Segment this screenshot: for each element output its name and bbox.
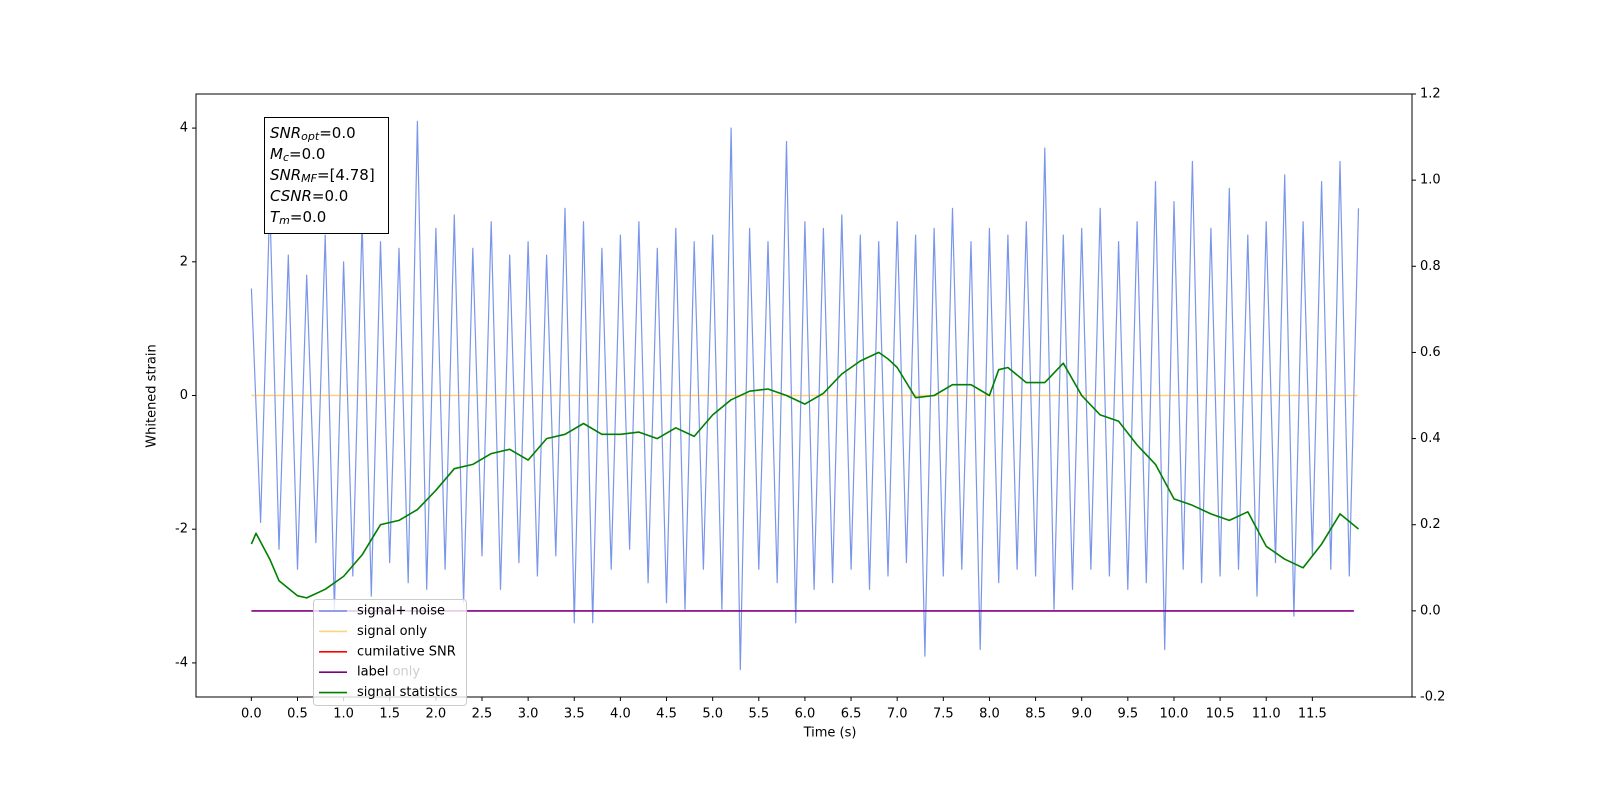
x-tick-label: 0.5 — [287, 707, 308, 722]
y2-tick-label: 0.6 — [1420, 345, 1441, 360]
legend-label: signal only — [357, 624, 427, 639]
x-tick-label: 0.0 — [241, 707, 262, 722]
info-line: SNRopt=0.0 — [270, 124, 356, 144]
x-tick-label: 3.0 — [518, 707, 539, 722]
info-value: =[4.78] — [317, 166, 375, 184]
x-axis-label: Time (s) — [803, 726, 857, 741]
x-tick-label: 5.0 — [702, 707, 723, 722]
y-axis-label: Whitened strain — [145, 344, 160, 447]
y-tick-label: 2 — [180, 254, 188, 269]
info-sub: MF — [301, 172, 317, 185]
info-symbol: SNR — [270, 124, 301, 142]
x-tick-label: 11.0 — [1252, 707, 1281, 722]
series-line — [250, 120, 1360, 671]
y2-tick-label: 0.4 — [1420, 431, 1441, 446]
x-tick-label: 10.0 — [1159, 707, 1188, 722]
series-line — [250, 351, 1360, 599]
y-tick-label: -4 — [175, 655, 188, 670]
x-tick-label: 2.5 — [472, 707, 493, 722]
legend-label: signal statistics — [357, 685, 458, 700]
x-tick-label: 7.5 — [933, 707, 954, 722]
x-tick-label: 5.5 — [748, 707, 769, 722]
y2-tick-label: 1.0 — [1420, 173, 1441, 188]
x-tick-label: 3.5 — [564, 707, 585, 722]
x-tick-label: 8.5 — [1025, 707, 1046, 722]
x-tick-label: 6.5 — [841, 707, 862, 722]
y2-tick-label: 0.8 — [1420, 259, 1441, 274]
info-symbol: M — [270, 145, 283, 163]
x-tick-label: 8.0 — [979, 707, 1000, 722]
info-value: =0.0 — [319, 124, 355, 142]
info-value: =0.0 — [290, 208, 326, 226]
info-line: Mc=0.0 — [270, 145, 325, 165]
legend-label: cumilative SNR — [357, 644, 456, 659]
info-line: CSNR=0.0 — [270, 187, 348, 205]
info-symbol: SNR — [270, 166, 301, 184]
legend-label: label — [357, 665, 388, 680]
info-value: =0.0 — [289, 145, 325, 163]
y2-tick-label: 0.0 — [1420, 603, 1441, 618]
legend-box — [313, 599, 467, 706]
info-value: =0.0 — [312, 187, 348, 205]
info-line: SNRMF=[4.78] — [270, 166, 375, 186]
y2-tick-label: -0.2 — [1420, 690, 1445, 705]
y-tick-label: 0 — [180, 388, 188, 403]
x-tick-label: 9.0 — [1071, 707, 1092, 722]
info-symbol: CSNR — [270, 187, 312, 205]
info-sub: opt — [301, 130, 320, 143]
info-box — [264, 117, 389, 234]
info-sub: m — [279, 214, 290, 227]
info-line: Tm=0.0 — [270, 208, 326, 228]
x-tick-label: 11.5 — [1298, 707, 1327, 722]
x-tick-label: 2.0 — [426, 707, 447, 722]
legend-label: signal+ noise — [357, 604, 445, 619]
y-tick-label: -2 — [175, 522, 188, 537]
x-tick-label: 1.0 — [333, 707, 354, 722]
info-box-text: SNRopt=0.0Mc=0.0SNRMF=[4.78]CSNR=0.0Tm=0… — [270, 124, 375, 228]
x-tick-label: 4.5 — [656, 707, 677, 722]
x-tick-label: 7.0 — [887, 707, 908, 722]
info-symbol: T — [270, 208, 281, 226]
x-tick-label: 1.5 — [379, 707, 400, 722]
x-tick-label: 4.0 — [610, 707, 631, 722]
x-tick-label: 9.5 — [1117, 707, 1138, 722]
y2-tick-label: 1.2 — [1420, 87, 1441, 102]
x-tick-label: 10.5 — [1206, 707, 1235, 722]
info-sub: c — [283, 151, 289, 164]
x-tick-label: 6.0 — [795, 707, 816, 722]
y2-tick-label: 0.2 — [1420, 517, 1441, 532]
y-tick-label: 4 — [180, 121, 188, 136]
